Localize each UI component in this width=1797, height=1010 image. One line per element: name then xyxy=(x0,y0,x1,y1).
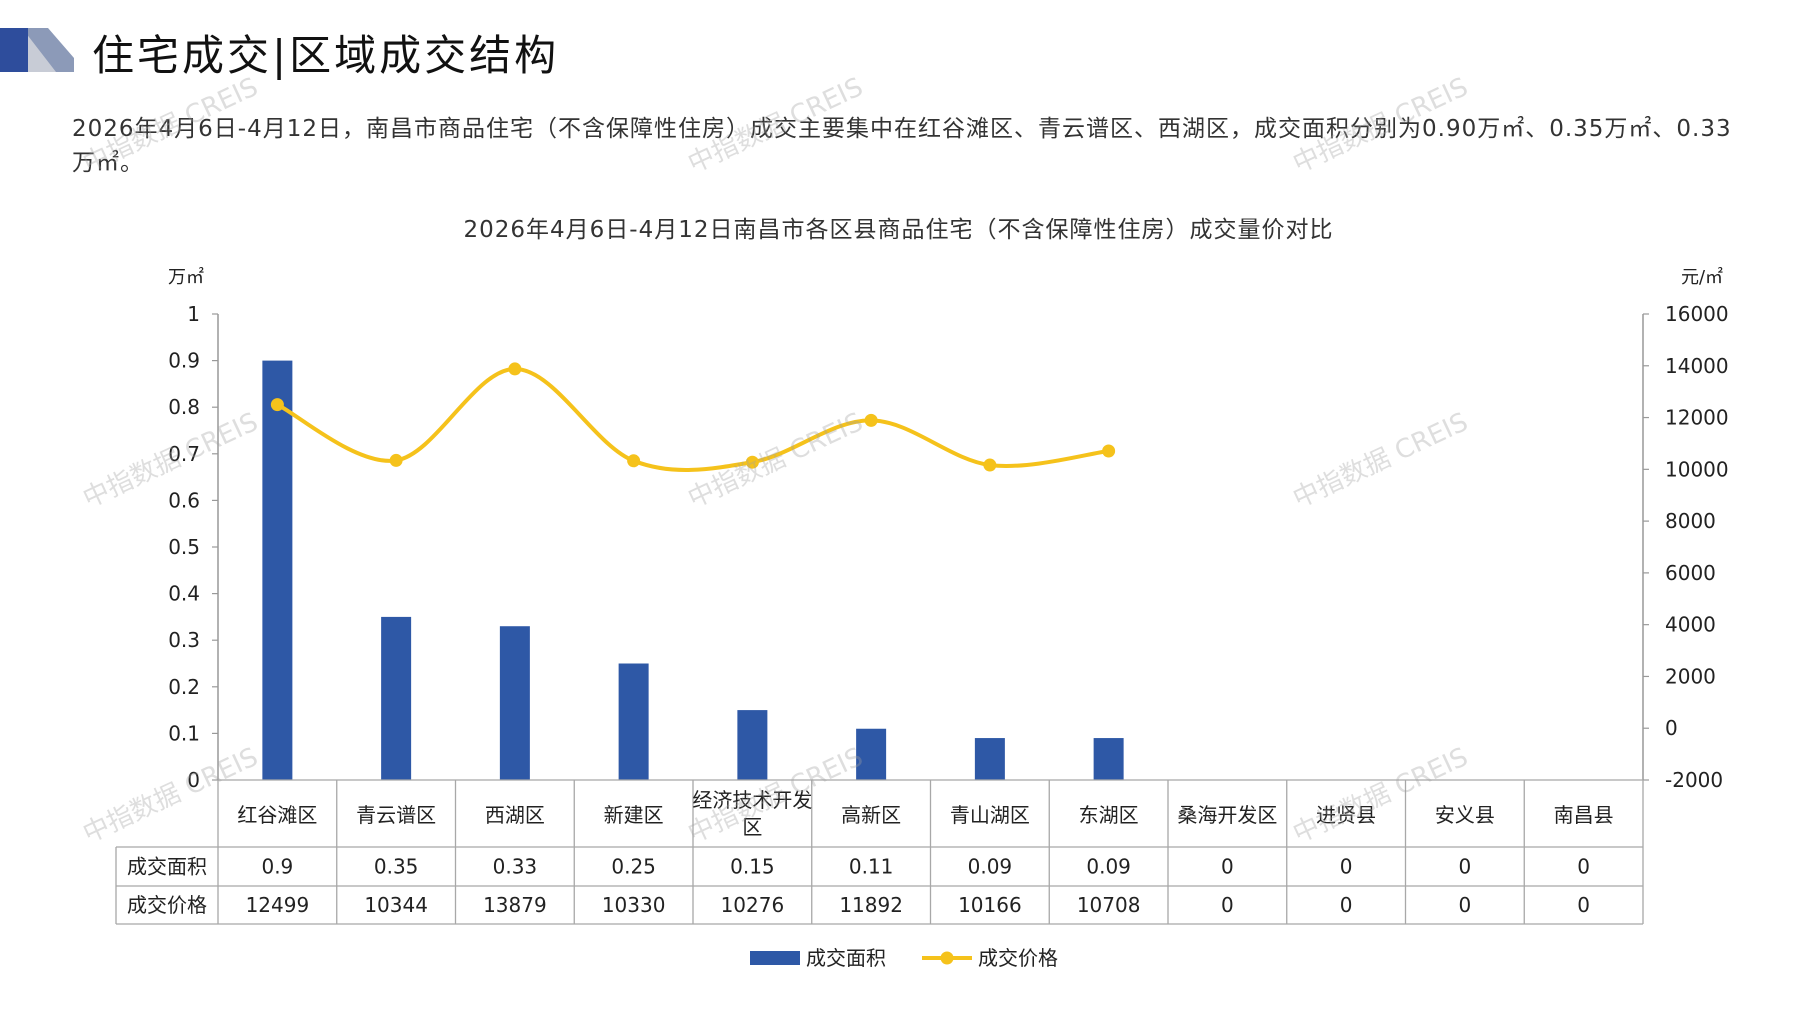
x-tick-label: 安义县 xyxy=(1435,803,1495,827)
x-tick-label: 青山湖区 xyxy=(950,803,1030,827)
y-tick-label-right: 8000 xyxy=(1665,509,1716,533)
summary-text: 2026年4月6日-4月12日，南昌市商品住宅（不含保障性住房）成交主要集中在红… xyxy=(72,116,1732,176)
y-tick-label-right: 10000 xyxy=(1665,457,1729,481)
legend-swatch-area xyxy=(750,951,800,965)
y-tick-label-left: 0.9 xyxy=(168,349,200,373)
legend-swatch-price-point xyxy=(940,951,954,965)
price-point xyxy=(983,458,997,472)
table-cell-price: 0 xyxy=(1340,893,1353,917)
x-tick-label: 西湖区 xyxy=(485,803,545,827)
bar xyxy=(499,626,530,780)
table-cell-area: 0.15 xyxy=(730,855,775,879)
price-point xyxy=(270,398,284,412)
table-cell-area: 0.9 xyxy=(261,855,293,879)
y-tick-label-right: 12000 xyxy=(1665,406,1729,430)
table-cell-area: 0.35 xyxy=(374,855,419,879)
y-tick-label-left: 0.4 xyxy=(168,582,200,606)
table-cell-price: 10708 xyxy=(1077,893,1141,917)
legend-label-area: 成交面积 xyxy=(806,946,886,970)
price-point xyxy=(745,455,759,469)
y-tick-label-right: 2000 xyxy=(1665,664,1716,688)
y-tick-label-right: 0 xyxy=(1665,716,1678,740)
y-tick-label-right: 6000 xyxy=(1665,561,1716,585)
table-cell-area: 0 xyxy=(1340,855,1353,879)
table-cell-price: 0 xyxy=(1459,893,1472,917)
bar xyxy=(1093,738,1124,780)
table-cell-area: 0.25 xyxy=(611,855,656,879)
y-tick-label-left: 0.8 xyxy=(168,395,200,419)
table-cell-area: 0 xyxy=(1459,855,1472,879)
price-point xyxy=(627,454,641,468)
x-tick-label: 桑海开发区 xyxy=(1177,803,1277,827)
x-tick-label: 东湖区 xyxy=(1079,803,1139,827)
y-tick-label-right: 4000 xyxy=(1665,613,1716,637)
y-tick-label-left: 0 xyxy=(187,768,200,792)
y-tick-label-left: 0.2 xyxy=(168,675,200,699)
x-tick-label: 新建区 xyxy=(604,803,664,827)
table-cell-area: 0.33 xyxy=(493,855,538,879)
table-cell-price: 13879 xyxy=(483,893,547,917)
table-cell-price: 11892 xyxy=(839,893,903,917)
table-cell-area: 0.09 xyxy=(1086,855,1131,879)
x-tick-label: 青云谱区 xyxy=(356,803,436,827)
y-tick-label-left: 1 xyxy=(187,302,200,326)
price-point xyxy=(1102,444,1116,458)
y-tick-label-left: 0.6 xyxy=(168,488,200,512)
table-cell-price: 12499 xyxy=(246,893,310,917)
price-point xyxy=(389,453,403,467)
bar xyxy=(618,663,649,780)
price-point xyxy=(864,413,878,427)
header-decoration xyxy=(0,28,74,72)
table-cell-area: 0.09 xyxy=(968,855,1013,879)
page-title: 住宅成交|区域成交结构 xyxy=(92,31,560,80)
y-tick-label-left: 0.5 xyxy=(168,535,200,559)
bar xyxy=(737,710,768,780)
y-axis-left-label: 万㎡ xyxy=(168,266,204,288)
table-cell-area: 0 xyxy=(1577,855,1590,879)
y-tick-label-left: 0.3 xyxy=(168,628,200,652)
x-tick-label: 经济技术开发 xyxy=(692,788,812,812)
table-row-header: 成交价格 xyxy=(127,893,207,917)
x-tick-label: 区 xyxy=(742,815,762,839)
table-cell-price: 10276 xyxy=(721,893,785,917)
bar xyxy=(262,360,293,780)
table-row-header: 成交面积 xyxy=(127,855,207,879)
y-tick-label-left: 0.7 xyxy=(168,442,200,466)
bar xyxy=(381,616,412,780)
x-tick-label: 高新区 xyxy=(841,803,901,827)
x-tick-label: 红谷滩区 xyxy=(237,803,317,827)
bar xyxy=(974,738,1005,780)
table-cell-price: 0 xyxy=(1221,893,1234,917)
price-point xyxy=(508,362,522,376)
price-line xyxy=(276,366,1109,472)
y-tick-label-right: 14000 xyxy=(1665,354,1729,378)
x-tick-label: 进贤县 xyxy=(1316,803,1376,827)
legend-label-price: 成交价格 xyxy=(978,946,1058,970)
y-tick-label-right: -2000 xyxy=(1665,768,1723,792)
y-axis-right-label: 元/㎡ xyxy=(1681,266,1723,288)
x-tick-label: 南昌县 xyxy=(1554,803,1614,827)
y-tick-label-right: 16000 xyxy=(1665,302,1729,326)
table-cell-price: 10330 xyxy=(602,893,666,917)
y-tick-label-left: 0.1 xyxy=(168,721,200,745)
table-cell-price: 10344 xyxy=(364,893,428,917)
table-cell-price: 0 xyxy=(1577,893,1590,917)
table-cell-area: 0 xyxy=(1221,855,1234,879)
chart-title: 2026年4月6日-4月12日南昌市各区县商品住宅（不含保障性住房）成交量价对比 xyxy=(463,217,1334,243)
table-cell-area: 0.11 xyxy=(849,855,894,879)
table-cell-price: 10166 xyxy=(958,893,1022,917)
bar xyxy=(856,728,887,780)
